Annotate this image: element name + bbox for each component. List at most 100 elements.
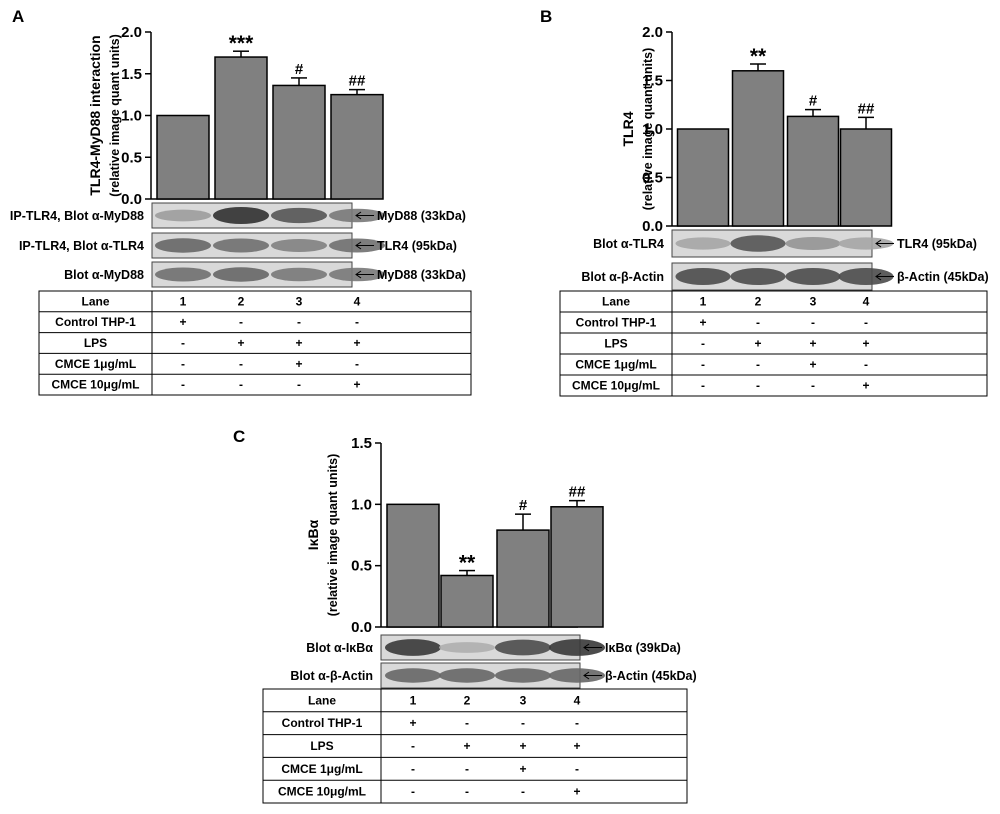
panel-c-y-tick-label: 1.5 — [351, 435, 372, 452]
panel-b-y-tick-label: 2.0 — [642, 24, 663, 41]
panel-b-table-cell: + — [862, 337, 869, 351]
panel-a-y-tick-label: 1.0 — [121, 108, 142, 125]
panel-a-blot-band — [213, 267, 269, 282]
panel-c-blot-arrow-head — [583, 671, 590, 680]
panel-b-table-cell: - — [756, 316, 760, 330]
panel-c-blot-band — [495, 639, 551, 656]
panel-b-table-cell: + — [862, 379, 869, 393]
panel-b-blot-band — [785, 236, 841, 251]
panel-b-significance: ## — [858, 100, 875, 117]
panel-c-blot-marker: IκBα (39kDa) — [605, 641, 681, 655]
panel-b-table-header: 2 — [755, 295, 762, 309]
panel-c-table-header: 1 — [410, 693, 417, 707]
panel-a-blot-marker: MyD88 (33kDa) — [377, 268, 466, 282]
panel-a-table-cell: + — [353, 336, 360, 350]
panel-a-table-cell: - — [297, 315, 301, 329]
panel-b-table-cell: - — [811, 316, 815, 330]
panel-b-blot-band — [838, 267, 894, 286]
panel-a-table-cell: + — [295, 336, 302, 350]
panel-b-blot-band — [785, 267, 841, 286]
panel-b-significance: # — [809, 93, 818, 110]
panel-c-y-label-sub: (relative image quant units) — [326, 454, 340, 617]
panel-a-table-cell: - — [181, 336, 185, 350]
panel-b-y-label-sub: (relative image quant units) — [641, 48, 655, 211]
panel-a-blot-band — [213, 238, 269, 253]
panel-a-blot-band — [271, 207, 327, 224]
panel-a-blot-label: IP-TLR4, Blot α-TLR4 — [19, 239, 144, 253]
panel-c-bar — [386, 503, 440, 628]
panel-a-significance: # — [295, 61, 304, 78]
panel-a-blot-arrow-head — [355, 211, 362, 220]
panel-a-table-cell: - — [297, 378, 301, 392]
panel-a-blot-band — [271, 267, 327, 282]
panel-b-table-cell: - — [811, 379, 815, 393]
panel-a-table-cell: LPS — [84, 336, 107, 350]
panel-c-y-label: IκBα — [305, 519, 321, 550]
panel-b-table-cell: CMCE 1μg/mL — [575, 358, 656, 372]
panel-c-blot-band — [439, 668, 495, 683]
panel-b-table-cell: + — [699, 316, 706, 330]
panel-a-table-header: Lane — [81, 294, 109, 308]
panel-c-table-header: 2 — [464, 693, 471, 707]
panel-a-blot-marker: MyD88 (33kDa) — [377, 209, 466, 223]
panel-a-table-header: 4 — [354, 294, 361, 308]
panel-a-table-cell: - — [239, 378, 243, 392]
panel-c-table-cell: - — [465, 762, 469, 776]
panel-c-bar — [496, 529, 550, 628]
panel-b-table-cell: + — [809, 337, 816, 351]
panel-b-blot-band — [730, 235, 786, 252]
panel-b-y-tick-label: 0.0 — [642, 218, 663, 235]
panel-c-table-cell: Control THP-1 — [282, 716, 363, 730]
panel-a-table-header: 1 — [180, 294, 187, 308]
panel-c-blot-band — [439, 642, 495, 653]
panel-a-table-cell: CMCE 1μg/mL — [55, 357, 136, 371]
panel-b-table — [559, 290, 988, 397]
panel-a-table-cell: + — [237, 336, 244, 350]
panel-c-table-cell: CMCE 1μg/mL — [281, 762, 362, 776]
panel-b-blot-label: Blot α-TLR4 — [593, 237, 664, 251]
panel-c-letter: C — [233, 427, 245, 446]
panel-a-blot-band — [213, 206, 269, 225]
panel-c-table-header: Lane — [308, 693, 336, 707]
panel-c-table-cell: + — [573, 785, 580, 799]
panel-c-table-header: 4 — [574, 693, 581, 707]
panel-c-blot-label: Blot α-β-Actin — [290, 669, 373, 683]
panel-b-table-cell: + — [754, 337, 761, 351]
panel-b-table-cell: CMCE 10μg/mL — [572, 379, 660, 393]
panel-a-table-cell: - — [239, 315, 243, 329]
panel-a-blot-band — [155, 238, 211, 253]
panel-a-table-cell: + — [179, 315, 186, 329]
panel-b-significance: ** — [750, 45, 767, 68]
panel-c-blot-label: Blot α-IκBα — [306, 641, 373, 655]
panel-b-table-cell: - — [864, 316, 868, 330]
panel-b-table-cell: LPS — [604, 337, 627, 351]
panel-b-table-cell: - — [701, 337, 705, 351]
panel-c-table-cell: + — [519, 762, 526, 776]
panel-b-blot-arrow-head — [875, 239, 882, 248]
panel-a-table-cell: - — [181, 357, 185, 371]
panel-b-blot-band — [675, 237, 731, 250]
panel-c-y-tick-label: 0.0 — [351, 619, 372, 636]
panel-c-table-cell: - — [575, 716, 579, 730]
panel-b-y-tick-label: 1.5 — [642, 73, 663, 90]
panel-b-letter: B — [540, 7, 552, 26]
panel-b-blot-label: Blot α-β-Actin — [581, 270, 664, 284]
panel-a-table-cell: + — [353, 378, 360, 392]
panel-c-significance: ** — [459, 552, 476, 575]
panel-b-table-cell: + — [809, 358, 816, 372]
panel-c-y-tick-label: 0.5 — [351, 558, 372, 575]
panel-c-table — [262, 688, 688, 804]
panel-a-blot-label: Blot α-MyD88 — [64, 268, 144, 282]
panel-a-y-label: TLR4-MyD88 interaction — [87, 35, 103, 195]
panel-a-table-header: 2 — [238, 294, 245, 308]
panel-b-table-header: Lane — [602, 295, 630, 309]
panel-b-table-header: 3 — [810, 295, 817, 309]
panel-b-y-tick-label: 0.5 — [642, 170, 663, 187]
panel-b-table-header: 1 — [700, 295, 707, 309]
panel-a-blot-band — [155, 209, 211, 222]
panel-c-table-cell: - — [521, 716, 525, 730]
panel-b-table-header: 4 — [863, 295, 870, 309]
panel-a-table-cell: - — [181, 378, 185, 392]
panel-c-bar — [440, 574, 494, 628]
panel-c-table-cell: + — [463, 739, 470, 753]
